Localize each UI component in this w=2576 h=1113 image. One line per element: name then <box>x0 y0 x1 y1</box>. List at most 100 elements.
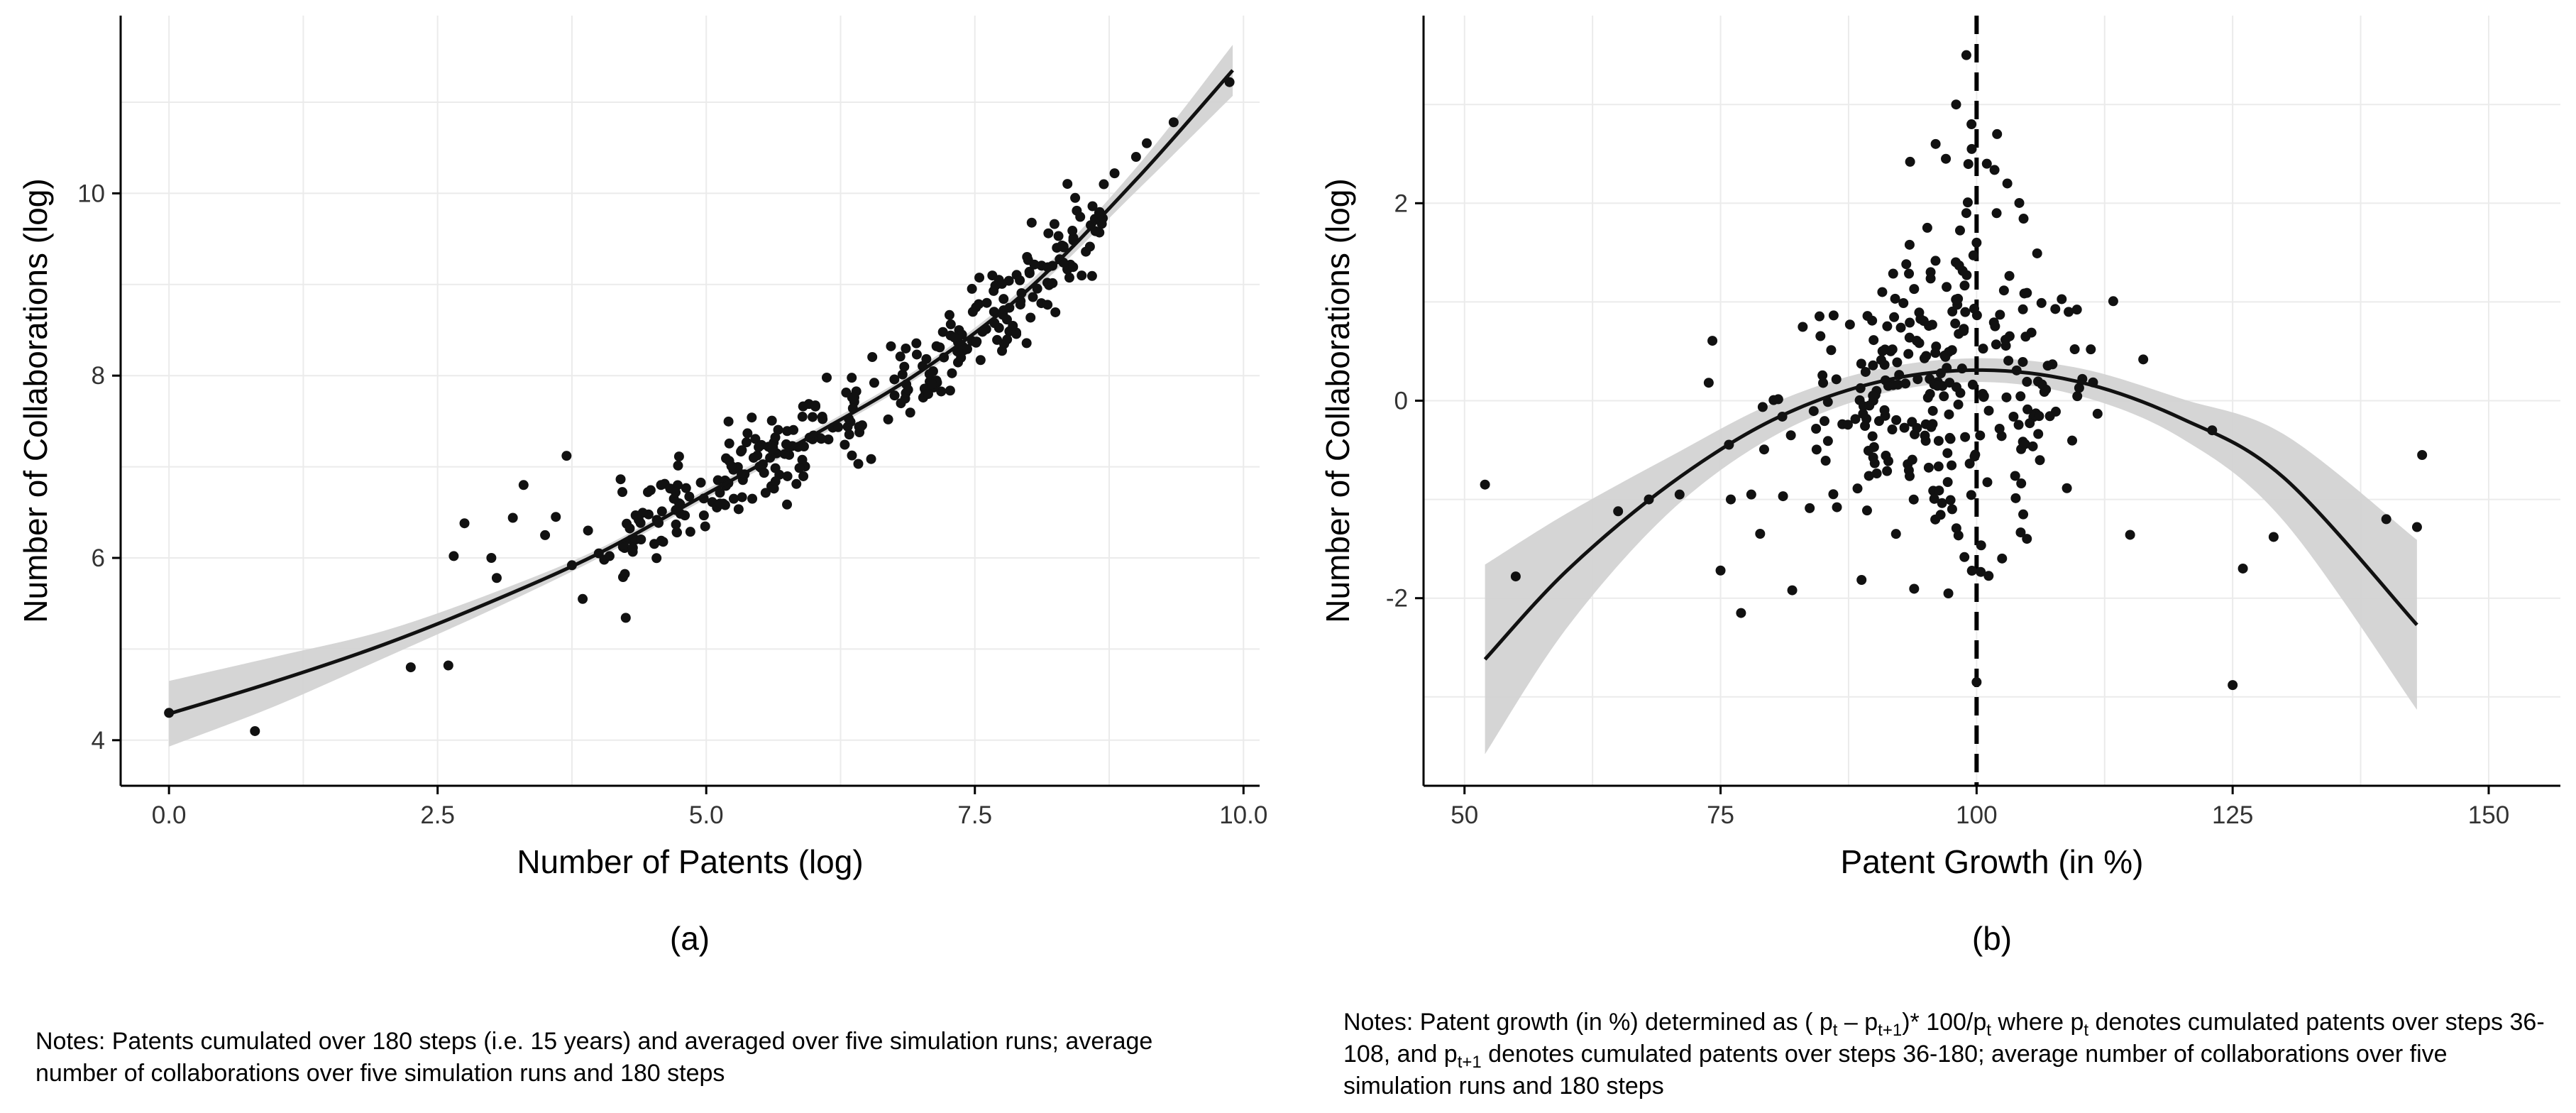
b-data-point <box>1951 99 1961 110</box>
b-data-point <box>1942 477 1953 488</box>
notes-b-sub-2: t+1 <box>1878 1020 1903 1040</box>
a-data-point <box>1049 219 1059 229</box>
a-data-point <box>937 327 948 337</box>
a-x-axis-title: Number of Patents (log) <box>517 843 863 880</box>
b-data-point <box>1994 423 2005 434</box>
a-confidence-band <box>169 45 1233 747</box>
b-data-point <box>2016 478 2027 489</box>
a-data-point <box>949 332 959 343</box>
notes-b-sub-5: t+1 <box>1457 1052 1482 1072</box>
b-data-point <box>1868 360 1878 371</box>
b-data-point <box>2036 297 2047 308</box>
a-data-point <box>1050 307 1061 317</box>
b-data-point <box>1755 529 1766 539</box>
a-data-point <box>671 487 681 498</box>
a-data-point <box>967 283 977 294</box>
b-data-point <box>1983 571 1994 581</box>
a-data-point <box>1024 266 1035 277</box>
a-data-point <box>583 525 593 536</box>
b-data-point <box>1976 540 1986 551</box>
b-data-point <box>1947 306 1958 317</box>
a-data-point <box>782 471 793 481</box>
b-data-point <box>1674 489 1685 500</box>
a-y-tick-label: 8 <box>92 362 105 390</box>
a-data-point <box>773 424 783 435</box>
a-data-point <box>816 434 827 444</box>
b-data-point <box>1966 490 1976 500</box>
b-data-point <box>1904 239 1915 250</box>
a-data-point <box>759 468 769 478</box>
a-data-point <box>840 439 850 450</box>
b-data-point <box>1939 391 1949 402</box>
a-y-axis-title: Number of Collaborations (log) <box>17 178 54 623</box>
b-y-axis-title: Number of Collaborations (log) <box>1319 178 1356 623</box>
b-data-point <box>1927 419 1938 429</box>
a-data-point <box>1053 231 1064 241</box>
b-data-point <box>1944 378 1955 388</box>
a-data-point <box>645 485 656 495</box>
a-data-point <box>1064 273 1074 283</box>
a-data-point <box>883 414 893 424</box>
b-data-point <box>1947 460 1957 471</box>
a-data-point <box>967 307 978 317</box>
b-data-point <box>1975 430 1986 441</box>
b-x-tick-label: 50 <box>1451 801 1478 829</box>
b-data-point <box>2014 197 2025 208</box>
b-data-point <box>1909 583 1920 594</box>
b-data-point <box>1925 388 1935 399</box>
b-data-point <box>1820 456 1831 466</box>
b-data-point <box>1944 432 1955 443</box>
a-y-tick-label: 6 <box>92 544 105 572</box>
a-data-point <box>507 512 518 523</box>
b-data-point <box>1978 392 1989 402</box>
b-data-point <box>1971 237 1982 248</box>
a-data-point <box>923 388 933 399</box>
b-data-point <box>1930 514 1941 525</box>
a-data-point <box>748 452 759 463</box>
panel-a-notes: Notes: Patents cumulated over 180 steps … <box>35 1026 1228 1090</box>
a-data-point <box>770 476 781 487</box>
b-data-point <box>1844 319 1855 330</box>
a-data-point <box>935 342 945 353</box>
b-data-point <box>1990 321 2000 331</box>
b-data-point <box>1978 344 1988 354</box>
notes-b-text-5: denotes cumulated patents over steps 36-… <box>1343 1009 2545 1068</box>
a-data-point <box>671 527 682 537</box>
b-data-point <box>2022 534 2032 544</box>
a-data-point <box>1021 338 1032 349</box>
b-data-point <box>1983 405 1994 416</box>
b-data-point <box>1822 436 1833 446</box>
a-y-tick-label: 10 <box>77 180 105 207</box>
a-data-point <box>853 459 864 469</box>
b-data-point <box>2037 379 2047 390</box>
a-data-point <box>620 569 630 579</box>
notes-b-text-6: denotes cumulated patents over steps 36-… <box>1343 1041 2448 1100</box>
b-data-point <box>1895 322 1906 333</box>
b-data-point <box>1899 422 1910 433</box>
b-data-point <box>1861 505 1872 516</box>
b-data-point <box>1960 307 1971 317</box>
b-data-point <box>2074 383 2084 393</box>
b-data-point <box>1828 310 1839 321</box>
a-data-point <box>886 341 896 351</box>
a-data-point <box>766 444 777 454</box>
b-data-point <box>2238 563 2248 574</box>
a-data-point <box>1168 117 1179 128</box>
a-data-point <box>866 454 876 464</box>
a-data-point <box>889 374 900 385</box>
b-data-point <box>2033 429 2044 439</box>
b-data-point <box>1480 479 1490 490</box>
a-data-point <box>627 542 638 553</box>
b-data-point <box>1856 358 1866 369</box>
notes-b-text-4: where p <box>1991 1009 2084 1036</box>
b-data-point <box>1927 405 1938 416</box>
panel-b-scatterplot: 50 75 100 125 150 -2 0 2 Patent Growth (in %) Num… <box>1319 16 2560 957</box>
b-data-point <box>1850 414 1861 424</box>
b-data-point <box>1962 197 1973 208</box>
b-data-point <box>1867 431 1878 442</box>
b-data-point <box>2034 411 2044 422</box>
a-data-point <box>723 416 734 427</box>
b-data-point <box>1891 415 1902 425</box>
b-data-point <box>1937 498 1947 508</box>
a-panel-caption: (a) <box>670 920 710 957</box>
